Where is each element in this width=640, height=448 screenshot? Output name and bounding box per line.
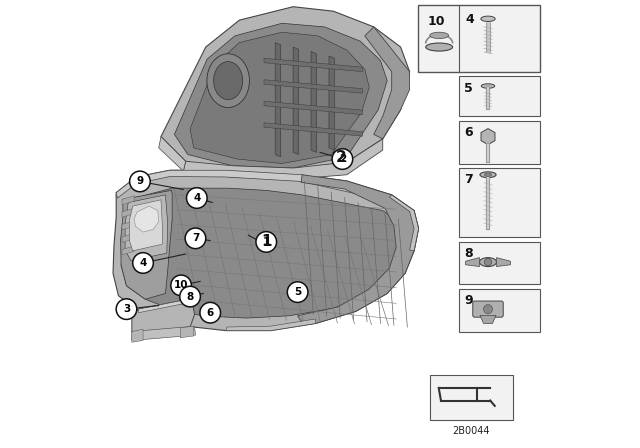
Ellipse shape (480, 172, 496, 178)
Ellipse shape (481, 16, 495, 22)
Bar (459, 168, 540, 237)
Polygon shape (365, 27, 410, 139)
Circle shape (332, 149, 353, 169)
Polygon shape (132, 300, 195, 335)
Text: 2: 2 (336, 150, 347, 165)
Text: 8: 8 (464, 247, 473, 260)
Text: 1: 1 (261, 233, 271, 249)
Bar (459, 289, 540, 332)
Polygon shape (298, 175, 419, 323)
Polygon shape (113, 170, 419, 331)
Circle shape (256, 232, 276, 252)
Polygon shape (125, 195, 168, 261)
Circle shape (484, 305, 493, 314)
Text: 1: 1 (262, 237, 270, 247)
Ellipse shape (479, 258, 497, 267)
Text: 9: 9 (464, 294, 473, 307)
Polygon shape (311, 52, 316, 152)
Polygon shape (139, 300, 184, 313)
Polygon shape (389, 195, 419, 251)
Ellipse shape (426, 43, 452, 51)
Text: 5: 5 (464, 82, 473, 95)
Text: 7: 7 (464, 173, 473, 186)
Bar (418, 5, 540, 72)
Polygon shape (122, 246, 134, 255)
Text: 5: 5 (294, 287, 301, 297)
Circle shape (130, 171, 150, 192)
Ellipse shape (207, 54, 250, 108)
Circle shape (484, 258, 492, 266)
Circle shape (185, 228, 206, 249)
Polygon shape (130, 200, 163, 251)
Polygon shape (226, 319, 316, 331)
Polygon shape (116, 170, 414, 217)
Polygon shape (132, 329, 143, 342)
Polygon shape (264, 101, 362, 115)
Text: 6: 6 (207, 308, 214, 318)
Polygon shape (329, 56, 334, 150)
Polygon shape (121, 188, 407, 318)
Ellipse shape (484, 173, 492, 177)
Text: 4: 4 (140, 258, 147, 268)
Circle shape (171, 275, 191, 296)
Text: 10: 10 (174, 280, 188, 290)
Polygon shape (480, 315, 496, 323)
Polygon shape (264, 123, 362, 136)
Text: 3: 3 (123, 304, 130, 314)
Polygon shape (134, 206, 159, 232)
Text: 2: 2 (339, 154, 346, 164)
Ellipse shape (430, 32, 449, 39)
Circle shape (132, 253, 154, 273)
Polygon shape (180, 326, 194, 338)
Bar (459, 76, 540, 116)
Polygon shape (122, 221, 134, 230)
Polygon shape (497, 258, 511, 267)
Polygon shape (190, 32, 369, 164)
Circle shape (116, 299, 137, 319)
Polygon shape (293, 47, 298, 155)
Polygon shape (159, 137, 186, 171)
Polygon shape (275, 43, 280, 157)
Text: 6: 6 (464, 126, 473, 139)
Circle shape (180, 286, 200, 307)
Polygon shape (184, 139, 383, 179)
Bar (459, 121, 540, 164)
Text: 10: 10 (428, 15, 445, 28)
Polygon shape (132, 326, 195, 340)
Polygon shape (264, 80, 362, 93)
Text: 4: 4 (193, 193, 200, 203)
Polygon shape (466, 258, 479, 267)
Text: 9: 9 (136, 177, 143, 186)
Ellipse shape (481, 84, 495, 88)
FancyBboxPatch shape (473, 301, 503, 317)
Polygon shape (161, 7, 410, 175)
Text: 7: 7 (192, 233, 199, 243)
Text: 4: 4 (466, 13, 474, 26)
Ellipse shape (214, 61, 243, 100)
Bar (459, 242, 540, 284)
Polygon shape (264, 58, 362, 72)
Polygon shape (122, 208, 134, 217)
Text: 8: 8 (186, 292, 194, 302)
Circle shape (287, 282, 308, 302)
Polygon shape (174, 23, 387, 168)
Text: 2B0044: 2B0044 (452, 426, 490, 435)
Bar (430, 375, 513, 420)
Circle shape (200, 302, 221, 323)
Polygon shape (121, 190, 172, 299)
Polygon shape (122, 196, 134, 205)
Circle shape (186, 188, 207, 208)
Polygon shape (122, 233, 134, 242)
